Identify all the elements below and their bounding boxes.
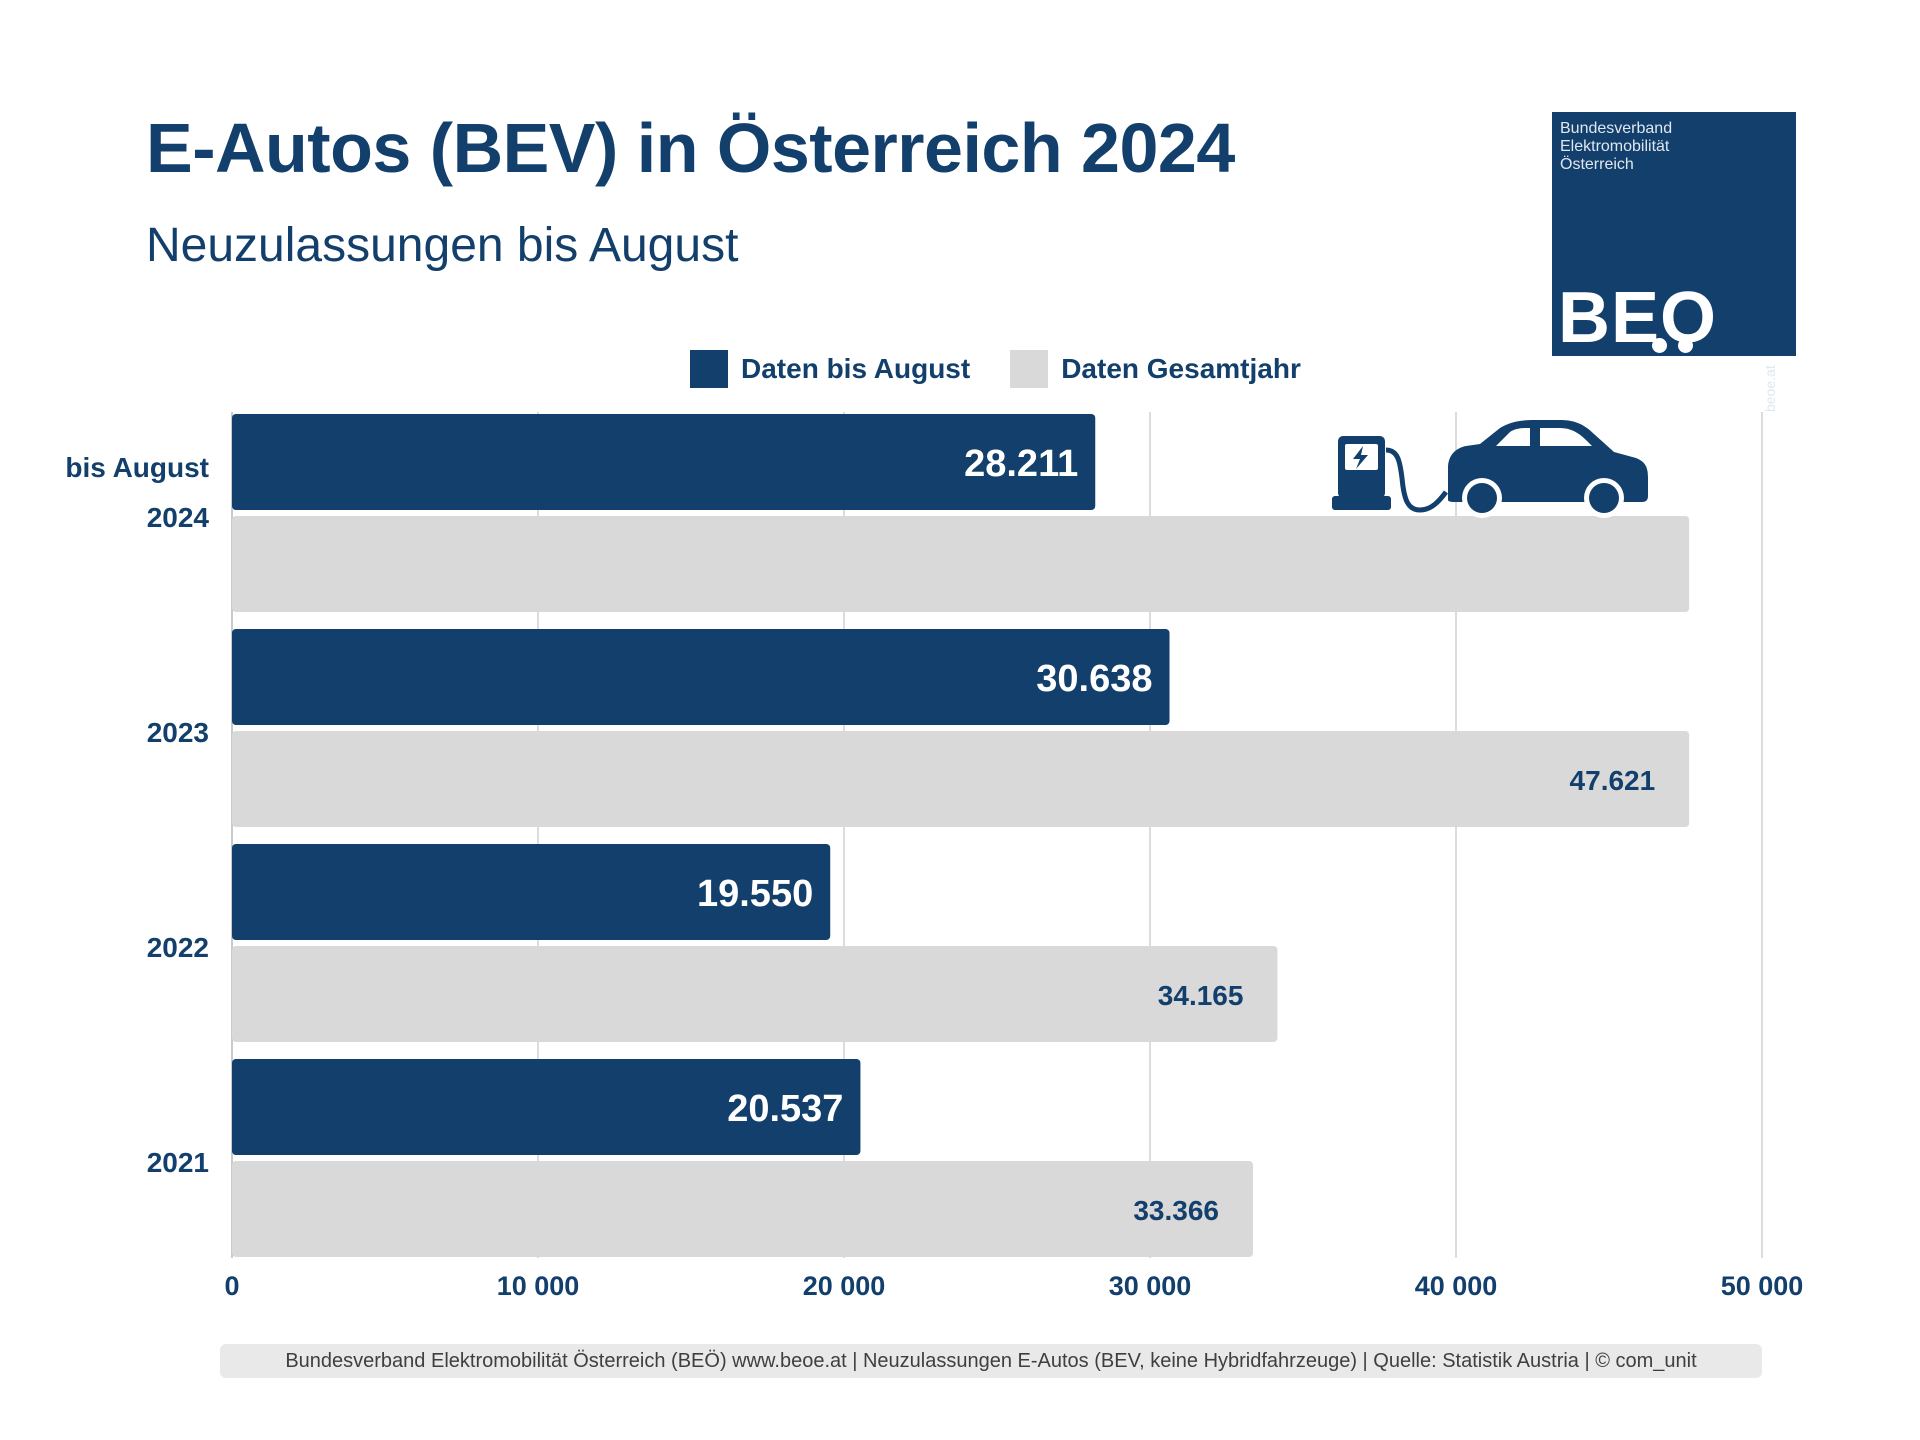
bar	[232, 414, 1096, 510]
y-category-label: 2024	[147, 502, 210, 533]
bar	[232, 946, 1278, 1042]
logo-dot	[1652, 338, 1667, 353]
chart-legend: Daten bis August Daten Gesamtjahr	[690, 350, 1341, 388]
legend-swatch-full-year	[1010, 350, 1049, 388]
x-tick-label: 0	[224, 1271, 239, 1301]
labels: 0 10 000 20 000 30 000 40 000 50 000 28.211 202…	[65, 443, 1803, 1301]
x-tick-label: 50 000	[1721, 1271, 1804, 1301]
logo-line: Bundesverband	[1560, 120, 1673, 137]
bar	[232, 1059, 861, 1155]
x-tick-label: 40 000	[1415, 1271, 1498, 1301]
footer-source: Bundesverband Elektromobilität Österreic…	[220, 1344, 1762, 1378]
legend-swatch-august	[690, 350, 728, 388]
chart-subtitle: Neuzulassungen bis August	[146, 219, 739, 272]
bar	[232, 629, 1170, 725]
charging-station-icon	[1332, 436, 1448, 513]
chart-title: E-Autos (BEV) in Österreich 2024	[146, 109, 1235, 187]
bar-value-label: 47.621	[1570, 765, 1656, 796]
bar-value-label: 34.165	[1158, 980, 1244, 1011]
bar	[232, 844, 831, 940]
bar	[232, 1161, 1253, 1257]
bar-value-label: 20.537	[727, 1088, 843, 1130]
legend-item-august: Daten bis August	[690, 350, 970, 388]
y-category-label: 2023	[147, 717, 209, 748]
legend-label-august: Daten bis August	[741, 353, 971, 384]
bar-value-label: 30.638	[1036, 658, 1152, 700]
electric-car-icon	[1448, 420, 1648, 518]
legend-item-full-year: Daten Gesamtjahr	[1010, 350, 1301, 388]
beo-logo: Bundesverband Elektromobilität Österreic…	[1552, 112, 1796, 412]
x-tick-label: 10 000	[497, 1271, 580, 1301]
y-category-label: 2022	[147, 932, 209, 963]
bar	[232, 516, 1690, 612]
logo-text: Bundesverband Elektromobilität Österreic…	[1560, 120, 1672, 174]
bar	[232, 731, 1690, 827]
bar-value-label: 33.366	[1133, 1195, 1219, 1226]
x-tick-label: 30 000	[1109, 1271, 1192, 1301]
illustration	[1332, 420, 1648, 518]
legend-label-full-year: Daten Gesamtjahr	[1061, 353, 1301, 384]
logo-dot	[1678, 338, 1693, 353]
logo-wordmark: BEO	[1558, 278, 1718, 358]
logo-line: Elektromobilität	[1560, 138, 1670, 155]
y-category-label: 2021	[147, 1147, 209, 1178]
bar-value-label: 28.211	[964, 443, 1078, 485]
bars	[232, 414, 1690, 1257]
bar-chart: 0 10 000 20 000 30 000 40 000 50 000 28.211 202…	[65, 412, 1803, 1301]
bar-value-label: 19.550	[697, 873, 813, 915]
logo-line: Österreich	[1560, 156, 1634, 173]
x-tick-label: 20 000	[803, 1271, 886, 1301]
y-category-prefix: bis August	[65, 452, 209, 483]
